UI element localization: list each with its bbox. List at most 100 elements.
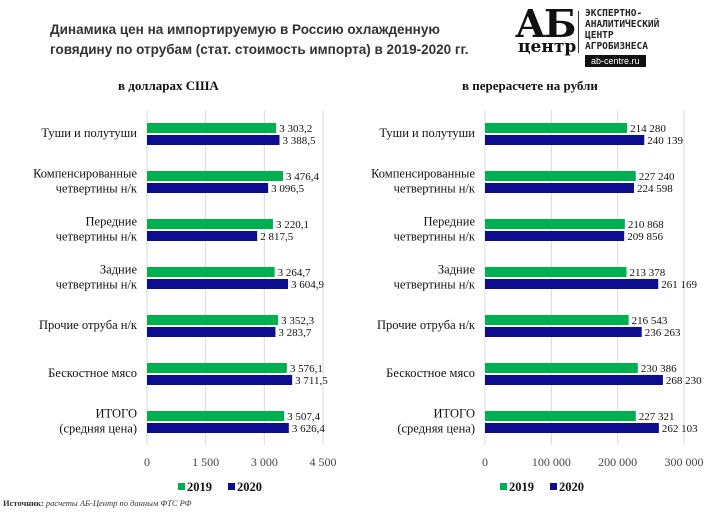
data-label: 236 263 [645, 327, 681, 339]
x-tick-label: 200 000 [598, 455, 637, 469]
logo: АБ центр ЭКСПЕРТНО- АНАЛИТИЧЕСКИЙ ЦЕНТР … [515, 1, 705, 67]
bar-2020 [485, 279, 659, 289]
category-label: Компенсированные [33, 167, 137, 181]
bar-2019 [147, 171, 283, 181]
category-label: Передние [86, 215, 138, 229]
bar-2020 [147, 423, 289, 433]
category-label: Туши и полутуши [379, 126, 475, 140]
bar-2019 [485, 171, 636, 181]
category-label: Компенсированные [371, 167, 475, 181]
logo-line: ЦЕНТР [585, 30, 614, 41]
data-label: 3 220,1 [276, 219, 309, 231]
data-label: 3 352,3 [281, 315, 315, 327]
logo-ab: АБ [515, 1, 576, 46]
category-label: Передние [424, 215, 476, 229]
bar-2019 [485, 411, 636, 421]
category-label: (средняя цена) [397, 422, 475, 436]
data-label: 227 321 [639, 411, 675, 423]
bar-2020 [485, 183, 634, 193]
data-label: 3 388,5 [283, 135, 317, 147]
source-label: Источник: [3, 498, 44, 508]
category-label: Прочие отруба н/к [377, 318, 476, 332]
bar-2020 [485, 375, 663, 385]
bar-2020 [485, 423, 659, 433]
logo-line: АГРОБИЗНЕСА [585, 41, 648, 52]
logo-centr: центр [518, 37, 577, 57]
bar-2020 [147, 231, 258, 241]
right-chart-title: в перерасчете на рубли [462, 78, 598, 93]
data-label: 214 280 [630, 123, 666, 135]
x-tick-label: 0 [482, 455, 488, 469]
category-label: четвертины н/к [394, 230, 476, 244]
data-label: 209 856 [627, 231, 663, 243]
bar-2020 [147, 375, 293, 385]
data-label: 3 711,5 [295, 375, 328, 387]
bar-2020 [147, 183, 269, 193]
bar-2019 [147, 123, 277, 133]
bar-2020 [485, 231, 625, 241]
category-label: четвертины н/к [56, 182, 138, 196]
bar-2020 [147, 135, 280, 145]
category-label: четвертины н/к [394, 182, 476, 196]
source-text: расчеты АБ-Центр по данным ФТС РФ [45, 498, 192, 508]
left-chart-title: в долларах США [118, 78, 219, 93]
data-label: 3 507,4 [287, 411, 321, 423]
category-label: Прочие отруба н/к [39, 318, 138, 332]
category-label: Задние [100, 263, 138, 277]
bar-2020 [485, 135, 645, 145]
source-note: Источник: расчеты АБ-Центр по данным ФТС… [3, 498, 191, 508]
data-label: 3 604,9 [291, 279, 325, 291]
bar-2019 [485, 219, 625, 229]
bar-2020 [147, 327, 276, 337]
data-label: 227 240 [639, 171, 675, 183]
data-label: 261 169 [661, 279, 697, 291]
legend-label: 2020 [237, 480, 262, 494]
data-label: 3 264,7 [278, 267, 312, 279]
legend-label: 2020 [559, 480, 584, 494]
x-tick-label: 300 000 [665, 455, 704, 469]
data-label: 3 576,1 [290, 363, 323, 375]
bar-2019 [147, 219, 273, 229]
legend-label: 2019 [509, 480, 534, 494]
data-label: 3 283,7 [278, 327, 312, 339]
data-label: 268 230 [666, 375, 702, 387]
logo-text: ЭКСПЕРТНО- АНАЛИТИЧЕСКИЙ ЦЕНТР АГРОБИЗНЕ… [585, 8, 659, 52]
bar-2019 [485, 315, 629, 325]
category-label: четвертины н/к [56, 230, 138, 244]
legend-swatch-2020 [550, 483, 557, 490]
category-label: четвертины н/к [394, 278, 476, 292]
bar-2019 [147, 315, 279, 325]
data-label: 3 626,4 [292, 423, 326, 435]
bar-2019 [485, 123, 628, 133]
bar-2019 [147, 411, 285, 421]
logo-url: ab-centre.ru [585, 55, 646, 67]
category-label: ИТОГО [434, 407, 475, 421]
x-tick-label: 3 000 [251, 455, 278, 469]
bar-2020 [147, 279, 288, 289]
data-label: 230 386 [641, 363, 677, 375]
legend-swatch-2019 [178, 483, 185, 490]
x-tick-label: 1 500 [192, 455, 219, 469]
data-label: 3 096,5 [271, 183, 305, 195]
category-label: четвертины н/к [56, 278, 138, 292]
category-label: (средняя цена) [59, 422, 137, 436]
x-tick-label: 0 [144, 455, 150, 469]
x-tick-label: 100 000 [532, 455, 571, 469]
bar-2020 [485, 327, 642, 337]
category-label: Бескостное мясо [386, 366, 475, 380]
category-label: Туши и полутуши [41, 126, 137, 140]
data-label: 210 868 [628, 219, 664, 231]
data-label: 3 303,2 [279, 123, 312, 135]
category-label: ИТОГО [96, 407, 137, 421]
bar-2019 [147, 363, 287, 373]
logo-line: ЭКСПЕРТНО- [585, 8, 643, 19]
legend-swatch-2020 [228, 483, 235, 490]
data-label: 224 598 [637, 183, 673, 195]
page-title: Динамика цен на импортируемую в Россию о… [50, 22, 469, 57]
category-label: Задние [438, 263, 476, 277]
data-label: 216 543 [632, 315, 668, 327]
legend-swatch-2019 [500, 483, 507, 490]
legend-label: 2019 [187, 480, 212, 494]
